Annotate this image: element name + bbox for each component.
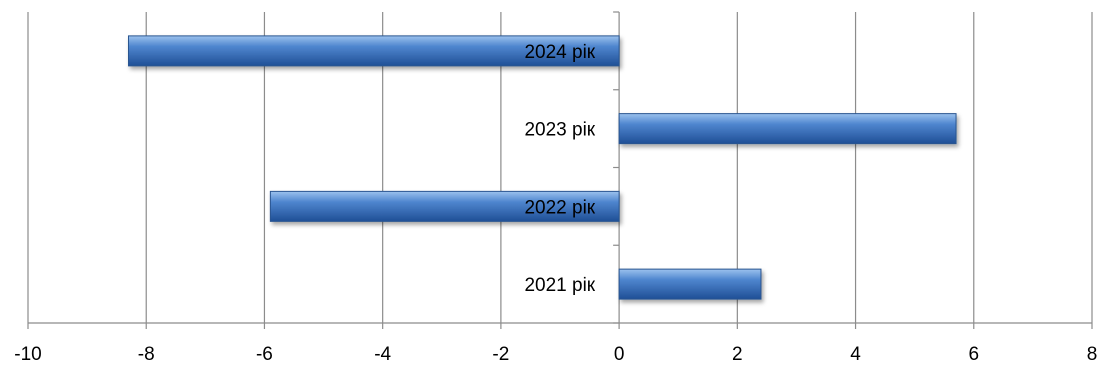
x-tick-label: -6 bbox=[256, 344, 273, 365]
bar-2023 bbox=[618, 113, 957, 145]
x-tick-label: 8 bbox=[1087, 344, 1098, 365]
x-tick-label: -8 bbox=[138, 344, 155, 365]
x-tick-labels: -10 -8 -6 -4 -2 0 2 4 6 8 bbox=[14, 344, 1097, 365]
category-label-2024: 2024 рік bbox=[524, 42, 595, 63]
x-tick-label: -2 bbox=[492, 344, 509, 365]
x-tick-label: -4 bbox=[374, 344, 391, 365]
x-tick-label: -10 bbox=[14, 344, 41, 365]
bar-2024 bbox=[127, 35, 620, 67]
bars bbox=[127, 35, 957, 300]
category-label-2022: 2022 рік bbox=[524, 197, 595, 218]
category-label-2021: 2021 рік bbox=[524, 275, 595, 296]
x-tick-label: 0 bbox=[614, 344, 625, 365]
bar-2021 bbox=[618, 268, 762, 300]
category-label-2023: 2023 рік bbox=[524, 120, 595, 141]
x-tick-label: 2 bbox=[732, 344, 743, 365]
bar-2022 bbox=[269, 190, 620, 222]
x-tick-label: 6 bbox=[968, 344, 979, 365]
x-tick-label: 4 bbox=[850, 344, 861, 365]
category-labels: 2021 рік 2022 рік 2023 рік 2024 рік bbox=[524, 42, 595, 296]
